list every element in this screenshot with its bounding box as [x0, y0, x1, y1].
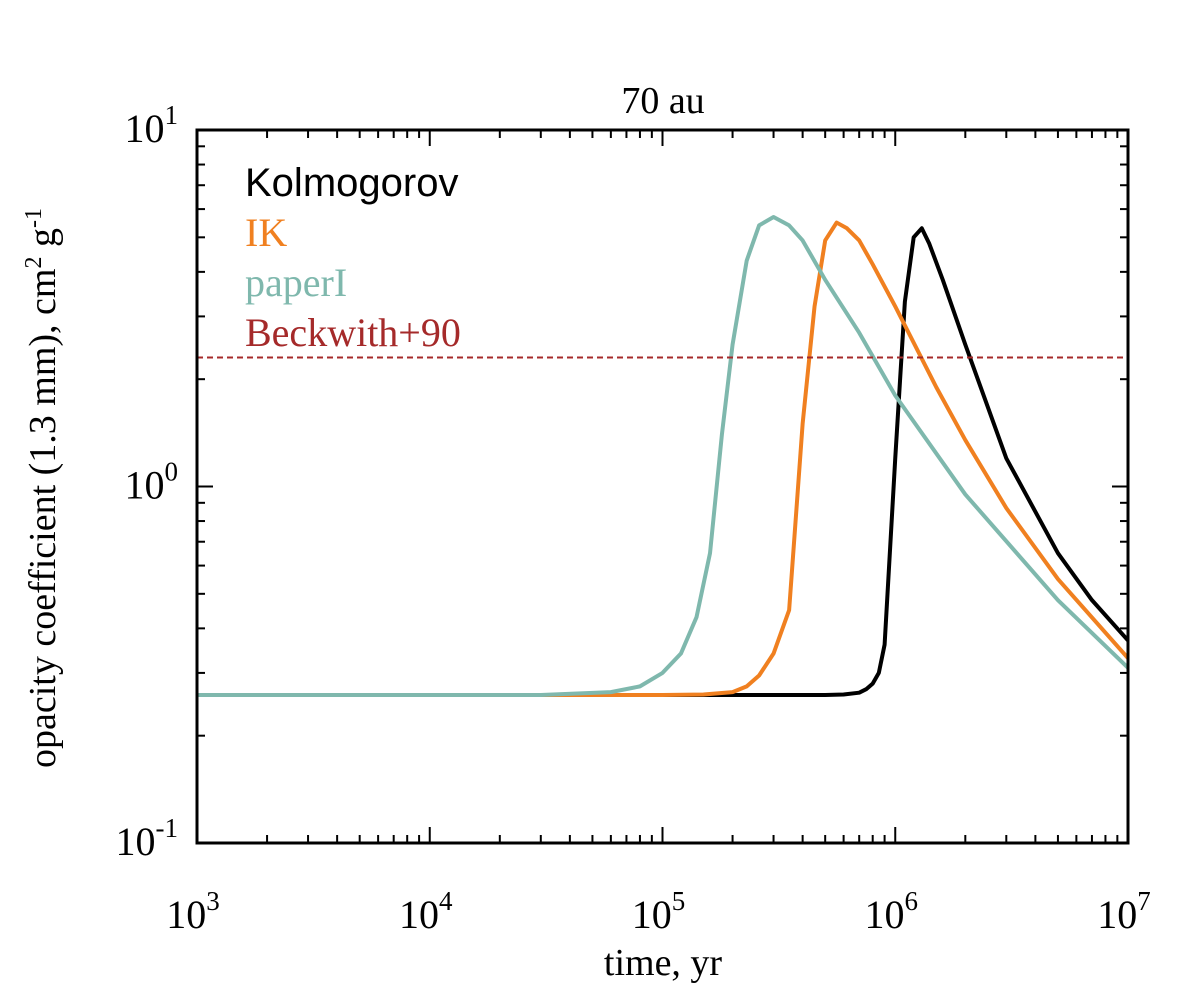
- x-tick-label: 106: [865, 886, 919, 937]
- y-axis-label-sup2: -1: [21, 208, 47, 228]
- series-line-paperi: [197, 215, 1128, 698]
- legend-entry-kolmogorov: Kolmogorov: [245, 161, 458, 205]
- chart-title: 70 au: [621, 80, 704, 122]
- y-tick-label: 10-1: [116, 813, 179, 864]
- plot-frame: [195, 128, 1130, 845]
- plot-layer: 103 104 105 106 107 10-1 100 101 Kolmogorov IK pap…: [116, 100, 1151, 937]
- series-group: [197, 215, 1128, 698]
- x-tick-label: 107: [1097, 886, 1151, 937]
- x-tick-label: 105: [632, 886, 686, 937]
- legend-entry-beckwith-90: Beckwith+90: [245, 310, 461, 355]
- y-tick-label: 100: [125, 457, 179, 508]
- legend-entry-paperi: paperI: [245, 260, 347, 305]
- y-tick-label: 101: [125, 100, 179, 151]
- series-line-ik: [197, 220, 1128, 698]
- y-axis-label-main: opacity coefficient (1.3 mm), cm: [22, 269, 64, 768]
- x-tick-label: 103: [166, 886, 220, 937]
- y-axis-label-sup1: 2: [21, 257, 47, 269]
- y-axis-label-g: g: [22, 228, 64, 257]
- legend-entry-ik: IK: [245, 210, 287, 255]
- series-line-kolmogorov: [197, 226, 1128, 698]
- x-axis-label: time, yr: [604, 942, 723, 984]
- y-axis-label: opacity coefficient (1.3 mm), cm2 g-1: [21, 208, 64, 768]
- x-tick-label: 104: [399, 886, 453, 937]
